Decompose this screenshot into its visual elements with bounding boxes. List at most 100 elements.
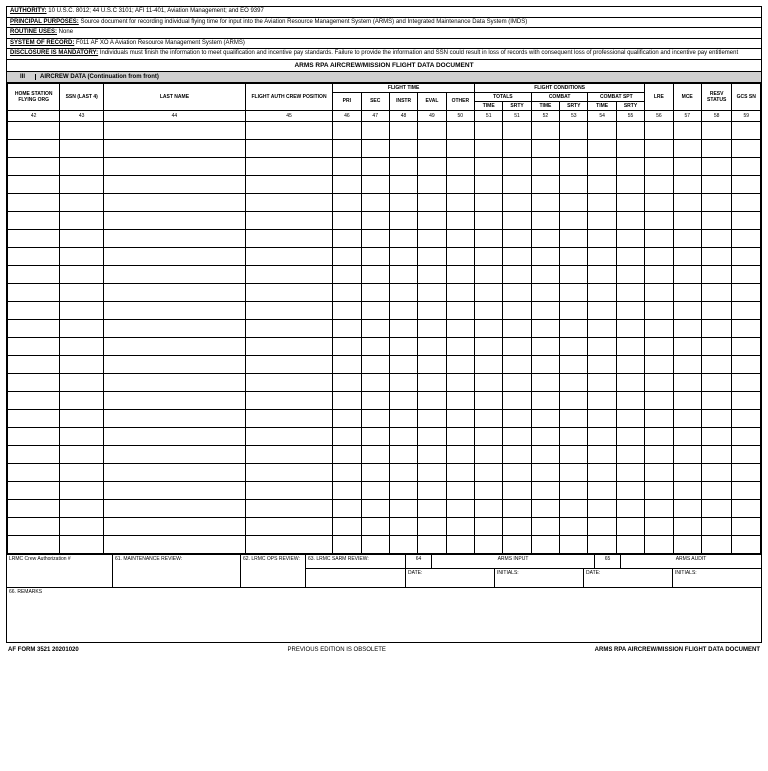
data-cell[interactable] bbox=[60, 373, 104, 391]
data-cell[interactable] bbox=[701, 517, 732, 535]
data-cell[interactable] bbox=[8, 391, 60, 409]
data-cell[interactable] bbox=[333, 391, 361, 409]
data-cell[interactable] bbox=[333, 247, 361, 265]
data-cell[interactable] bbox=[673, 175, 701, 193]
data-cell[interactable] bbox=[8, 517, 60, 535]
data-cell[interactable] bbox=[245, 121, 332, 139]
data-cell[interactable] bbox=[361, 517, 389, 535]
data-cell[interactable] bbox=[560, 157, 588, 175]
data-cell[interactable] bbox=[616, 157, 644, 175]
data-cell[interactable] bbox=[531, 517, 559, 535]
data-cell[interactable] bbox=[446, 481, 474, 499]
data-cell[interactable] bbox=[732, 247, 761, 265]
data-cell[interactable] bbox=[418, 517, 446, 535]
data-cell[interactable] bbox=[475, 373, 503, 391]
data-cell[interactable] bbox=[245, 499, 332, 517]
data-cell[interactable] bbox=[616, 121, 644, 139]
data-cell[interactable] bbox=[503, 355, 531, 373]
data-cell[interactable] bbox=[389, 193, 417, 211]
data-cell[interactable] bbox=[588, 463, 616, 481]
data-cell[interactable] bbox=[673, 409, 701, 427]
data-cell[interactable] bbox=[60, 463, 104, 481]
data-cell[interactable] bbox=[245, 319, 332, 337]
data-cell[interactable] bbox=[701, 229, 732, 247]
data-cell[interactable] bbox=[475, 319, 503, 337]
data-cell[interactable] bbox=[389, 445, 417, 463]
data-cell[interactable] bbox=[104, 391, 246, 409]
data-cell[interactable] bbox=[446, 355, 474, 373]
data-cell[interactable] bbox=[616, 175, 644, 193]
data-cell[interactable] bbox=[389, 517, 417, 535]
data-cell[interactable] bbox=[645, 139, 673, 157]
data-cell[interactable] bbox=[531, 355, 559, 373]
data-cell[interactable] bbox=[418, 445, 446, 463]
data-cell[interactable] bbox=[701, 373, 732, 391]
data-cell[interactable] bbox=[446, 535, 474, 553]
data-cell[interactable] bbox=[389, 247, 417, 265]
data-cell[interactable] bbox=[560, 373, 588, 391]
data-cell[interactable] bbox=[418, 535, 446, 553]
data-cell[interactable] bbox=[361, 283, 389, 301]
data-cell[interactable] bbox=[673, 427, 701, 445]
data-cell[interactable] bbox=[616, 319, 644, 337]
data-cell[interactable] bbox=[588, 247, 616, 265]
data-cell[interactable] bbox=[418, 265, 446, 283]
data-cell[interactable] bbox=[503, 337, 531, 355]
data-cell[interactable] bbox=[446, 175, 474, 193]
data-cell[interactable] bbox=[418, 337, 446, 355]
data-cell[interactable] bbox=[389, 175, 417, 193]
data-cell[interactable] bbox=[104, 283, 246, 301]
data-cell[interactable] bbox=[333, 193, 361, 211]
data-cell[interactable] bbox=[531, 337, 559, 355]
data-cell[interactable] bbox=[616, 517, 644, 535]
data-cell[interactable] bbox=[701, 283, 732, 301]
data-cell[interactable] bbox=[60, 517, 104, 535]
data-cell[interactable] bbox=[503, 481, 531, 499]
data-cell[interactable] bbox=[104, 193, 246, 211]
data-cell[interactable] bbox=[645, 391, 673, 409]
data-cell[interactable] bbox=[389, 499, 417, 517]
data-cell[interactable] bbox=[418, 139, 446, 157]
data-cell[interactable] bbox=[732, 193, 761, 211]
data-cell[interactable] bbox=[701, 265, 732, 283]
data-cell[interactable] bbox=[531, 193, 559, 211]
data-cell[interactable] bbox=[389, 409, 417, 427]
data-cell[interactable] bbox=[475, 337, 503, 355]
data-cell[interactable] bbox=[60, 139, 104, 157]
data-cell[interactable] bbox=[673, 337, 701, 355]
data-cell[interactable] bbox=[732, 175, 761, 193]
data-cell[interactable] bbox=[361, 319, 389, 337]
data-cell[interactable] bbox=[560, 517, 588, 535]
data-cell[interactable] bbox=[588, 193, 616, 211]
data-cell[interactable] bbox=[560, 175, 588, 193]
data-cell[interactable] bbox=[245, 193, 332, 211]
data-cell[interactable] bbox=[701, 427, 732, 445]
data-cell[interactable] bbox=[60, 229, 104, 247]
data-cell[interactable] bbox=[645, 229, 673, 247]
data-cell[interactable] bbox=[531, 265, 559, 283]
data-cell[interactable] bbox=[531, 409, 559, 427]
data-cell[interactable] bbox=[333, 355, 361, 373]
data-cell[interactable] bbox=[616, 535, 644, 553]
data-cell[interactable] bbox=[333, 373, 361, 391]
data-cell[interactable] bbox=[8, 211, 60, 229]
data-cell[interactable] bbox=[104, 373, 246, 391]
data-cell[interactable] bbox=[732, 211, 761, 229]
data-cell[interactable] bbox=[333, 229, 361, 247]
data-cell[interactable] bbox=[732, 355, 761, 373]
data-cell[interactable] bbox=[333, 463, 361, 481]
data-cell[interactable] bbox=[531, 175, 559, 193]
data-cell[interactable] bbox=[418, 373, 446, 391]
data-cell[interactable] bbox=[60, 499, 104, 517]
data-cell[interactable] bbox=[475, 265, 503, 283]
data-cell[interactable] bbox=[361, 427, 389, 445]
data-cell[interactable] bbox=[418, 283, 446, 301]
data-cell[interactable] bbox=[588, 391, 616, 409]
data-cell[interactable] bbox=[701, 499, 732, 517]
data-cell[interactable] bbox=[701, 319, 732, 337]
data-cell[interactable] bbox=[60, 391, 104, 409]
data-cell[interactable] bbox=[8, 445, 60, 463]
data-cell[interactable] bbox=[732, 283, 761, 301]
data-cell[interactable] bbox=[588, 355, 616, 373]
data-cell[interactable] bbox=[701, 139, 732, 157]
